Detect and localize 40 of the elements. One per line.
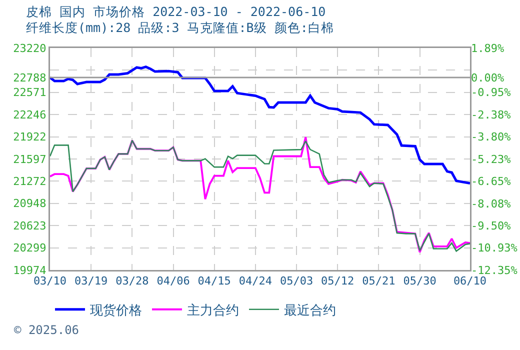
legend-label: 主力合约 [187, 302, 239, 318]
x-tick-label: 03/19 [74, 274, 108, 288]
line-series [50, 66, 470, 184]
x-tick-label: 03/28 [116, 274, 149, 288]
y2-tick-label: -3.80% [471, 130, 512, 144]
chart-title: 皮棉 国内 市场价格 2022-03-10 - 2022-06-10 [26, 4, 326, 19]
y2-tick-label: -8.08% [471, 197, 512, 210]
y2-tick-label: -6.65% [471, 174, 512, 188]
y2-tick-label: 1.89% [471, 42, 504, 55]
legend-label: 最近合约 [284, 303, 336, 318]
y-tick-label: 21922 [13, 130, 46, 144]
y2-tick-label: -2.38% [471, 108, 512, 122]
y2-tick-label: -0.95% [471, 86, 512, 100]
x-tick-label: 04/15 [198, 274, 231, 288]
x-tick-label: 06/10 [453, 274, 487, 288]
y2-tick-label: -5.23% [471, 152, 512, 166]
y2-tick-label: -9.50% [471, 219, 512, 232]
legend-label: 现货价格 [90, 303, 142, 318]
x-tick-label: 05/12 [321, 274, 354, 288]
y-tick-label: 20623 [13, 219, 46, 232]
x-tick-label: 03/10 [33, 274, 67, 288]
x-tick-label: 05/30 [403, 274, 436, 288]
y-tick-label: 23220 [13, 42, 46, 55]
x-tick-label: 05/21 [362, 274, 396, 288]
y2-tick-label: -10.93% [471, 242, 518, 255]
y-tick-label: 19974 [13, 264, 47, 277]
x-tick-label: 05/03 [280, 274, 314, 288]
y-tick-label: 22246 [13, 108, 46, 122]
y-tick-label: 22571 [13, 86, 46, 100]
y-tick-label: 22788 [13, 71, 46, 84]
y2-tick-label: 0.00% [471, 71, 504, 84]
x-tick-label: 04/24 [238, 274, 272, 288]
y-tick-label: 21597 [13, 152, 46, 166]
y-tick-label: 21272 [13, 175, 46, 188]
y-tick-label: 20948 [13, 197, 46, 210]
chart-subtitle: 纤维长度(mm):28 品级:3 马克隆值:B级 颜色:白棉 [26, 20, 334, 35]
y2-tick-label: -12.35% [471, 264, 518, 277]
x-tick-label: 04/06 [156, 274, 190, 288]
text: © 2025.06 [14, 323, 80, 337]
y-tick-label: 20299 [13, 242, 46, 255]
